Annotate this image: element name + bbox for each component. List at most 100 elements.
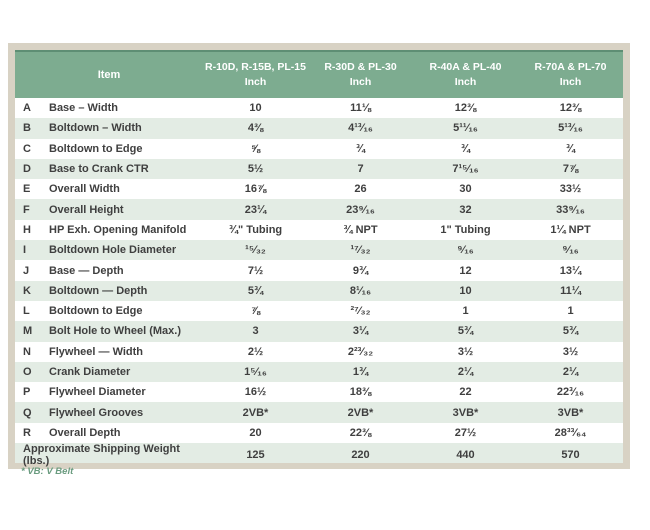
column-header-model-2: R-30D & PL-30 Inch [308, 60, 413, 90]
row-value: 2½ [247, 345, 264, 358]
row-letter: P [23, 386, 31, 399]
row-value: 8¹⁄₁₆ [349, 284, 372, 297]
row-value: ⅝ [250, 142, 261, 155]
row-value: 7⅞ [562, 163, 579, 176]
row-item: Bolt Hole to Wheel (Max.) [49, 325, 181, 338]
row-letter: C [23, 142, 31, 155]
row-item: Boltdown to Edge [49, 142, 143, 155]
table-body: A Base – Width 10 11⅛ 12⅜ 12⅜ B Boltdown – Widt… [15, 98, 623, 467]
row-value: 5¾ [562, 325, 579, 338]
row-value: 5¾ [457, 325, 474, 338]
table-row: I Boltdown Hole Diameter ¹⁵⁄₃₂ ¹⁷⁄₃₂ ⁹⁄₁₆ ⁹⁄₁… [15, 240, 623, 261]
row-value: 12 [459, 264, 472, 277]
shipping-weight-value: 125 [246, 449, 265, 462]
row-value: 4⅜ [247, 122, 264, 135]
row-value: 13¼ [559, 264, 582, 277]
row-value: 20 [249, 426, 262, 439]
row-value: ¾ [355, 142, 366, 155]
row-value: 16½ [244, 386, 267, 399]
row-value: 5¹¹⁄₁₆ [453, 122, 478, 135]
unit-label: Inch [454, 76, 477, 88]
table-row: B Boltdown – Width 4⅜ 4¹³⁄₁₆ 5¹¹⁄₁₆ 5¹³⁄₁₆ [15, 118, 623, 139]
row-value: 3½ [457, 345, 474, 358]
row-item: Overall Width [49, 183, 120, 196]
row-value: 23⁹⁄₁₆ [346, 203, 375, 216]
row-item: Boltdown to Edge [49, 305, 143, 318]
row-value: ⁹⁄₁₆ [457, 244, 474, 257]
row-value: 1¾ [352, 366, 369, 378]
row-value: 3½ [562, 345, 579, 358]
row-letter: I [23, 244, 27, 257]
vbelt-footnote: * VB: V Belt [21, 466, 74, 477]
row-value: 5½ [247, 163, 264, 176]
row-letter: F [23, 203, 30, 216]
row-item: Flywheel — Width [49, 345, 144, 358]
table-row: M Bolt Hole to Wheel (Max.) 3 3¼ 5¾ 5¾ [15, 321, 623, 342]
table-row: K Boltdown — Depth 5¾ 8¹⁄₁₆ 10 11¼ [15, 280, 623, 301]
table-row: D Base to Crank CTR 5½ 7 7¹⁵⁄₁₆ 7⅞ [15, 158, 623, 180]
row-value: 1¼ NPT [550, 223, 591, 236]
model-names-label: R-40A & PL-40 [429, 60, 502, 73]
row-value: 9¾ [352, 264, 369, 277]
row-value: 7¹⁵⁄₁₆ [452, 163, 479, 176]
row-letter: Q [23, 406, 32, 419]
column-header-model-3: R-40A & PL-40 Inch [413, 60, 518, 90]
row-letter: J [23, 264, 30, 277]
row-value: 7 [357, 163, 364, 176]
row-value: 27½ [454, 426, 477, 439]
row-value: ⅞ [250, 305, 261, 318]
shipping-weight-row: Approximate Shipping Weight (lbs.) 125 220… [15, 443, 623, 467]
shipping-weight-value: 220 [351, 449, 370, 462]
row-value: 11¼ [560, 284, 581, 297]
row-value: 1 [567, 305, 574, 318]
row-letter: E [23, 183, 31, 196]
row-value: 5¾ [247, 284, 264, 297]
row-item: HP Exh. Opening Manifold [49, 223, 187, 236]
row-value: 3VB* [557, 406, 584, 419]
table-row: L Boltdown to Edge ⅞ ²⁷⁄₃₂ 1 1 [15, 300, 623, 322]
table-row: O Crank Diameter 1⁵⁄₁₆ 1¾ 2¼ 2¼ [15, 361, 623, 383]
table-row: P Flywheel Diameter 16½ 18⅜ 22 22³⁄₁₆ [15, 382, 623, 403]
dimension-spec-table: Item R-10D, R-15B, PL-15 Inch R-30D & PL… [15, 50, 623, 467]
unit-label: Inch [349, 76, 372, 88]
row-item: Flywheel Diameter [49, 386, 146, 399]
row-value: 30 [459, 183, 472, 196]
model-names-label: R-70A & PL-70 [534, 60, 607, 73]
row-value: 22³⁄₁₆ [556, 386, 585, 399]
table-row: Q Flywheel Grooves 2VB* 2VB* 3VB* 3VB* [15, 402, 623, 423]
row-value: ¹⁷⁄₃₂ [350, 244, 371, 257]
column-header-item: Item [97, 69, 121, 81]
row-value: 22 [459, 386, 472, 399]
row-value: ¹⁵⁄₃₂ [245, 244, 266, 257]
table-row: H HP Exh. Opening Manifold ¾" Tubing ¾ NPT 1… [15, 219, 623, 241]
row-value: ¾" Tubing [228, 223, 283, 236]
shipping-weight-label: Approximate Shipping Weight (lbs.) [23, 443, 180, 468]
row-value: ¾ [565, 142, 576, 155]
row-value: 33½ [559, 183, 582, 196]
row-value: 10 [249, 102, 262, 115]
row-value: 28³³⁄₆₄ [554, 426, 587, 439]
row-item: Overall Depth [49, 426, 121, 439]
table-header-row: Item R-10D, R-15B, PL-15 Inch R-30D & PL… [15, 50, 623, 98]
row-value: 3 [252, 325, 259, 338]
row-letter: M [23, 325, 33, 338]
row-item: Boltdown – Width [49, 122, 142, 135]
row-value: 2¼ [562, 366, 579, 378]
model-names-label: R-10D, R-15B, PL-15 [205, 60, 306, 73]
row-item: Boltdown — Depth [49, 284, 148, 297]
row-value: 4¹³⁄₁₆ [348, 122, 373, 135]
row-value: 2VB* [347, 406, 374, 419]
row-value: 11⅛ [350, 102, 371, 115]
row-value: ¾ [460, 142, 471, 155]
row-value: 1⁵⁄₁₆ [244, 366, 267, 378]
row-item: Base — Depth [49, 264, 124, 277]
row-item: Base – Width [49, 102, 118, 115]
row-value: ¾ NPT [343, 223, 378, 236]
row-value: 23¼ [244, 203, 267, 216]
row-letter: O [23, 366, 32, 378]
table-row: R Overall Depth 20 22⅜ 27½ 28³³⁄₆₄ [15, 422, 623, 444]
table-row: N Flywheel — Width 2½ 2²³⁄₃₂ 3½ 3½ [15, 341, 623, 362]
model-names-label: R-30D & PL-30 [324, 60, 397, 73]
row-item: Crank Diameter [49, 366, 131, 378]
row-letter: N [23, 345, 31, 358]
